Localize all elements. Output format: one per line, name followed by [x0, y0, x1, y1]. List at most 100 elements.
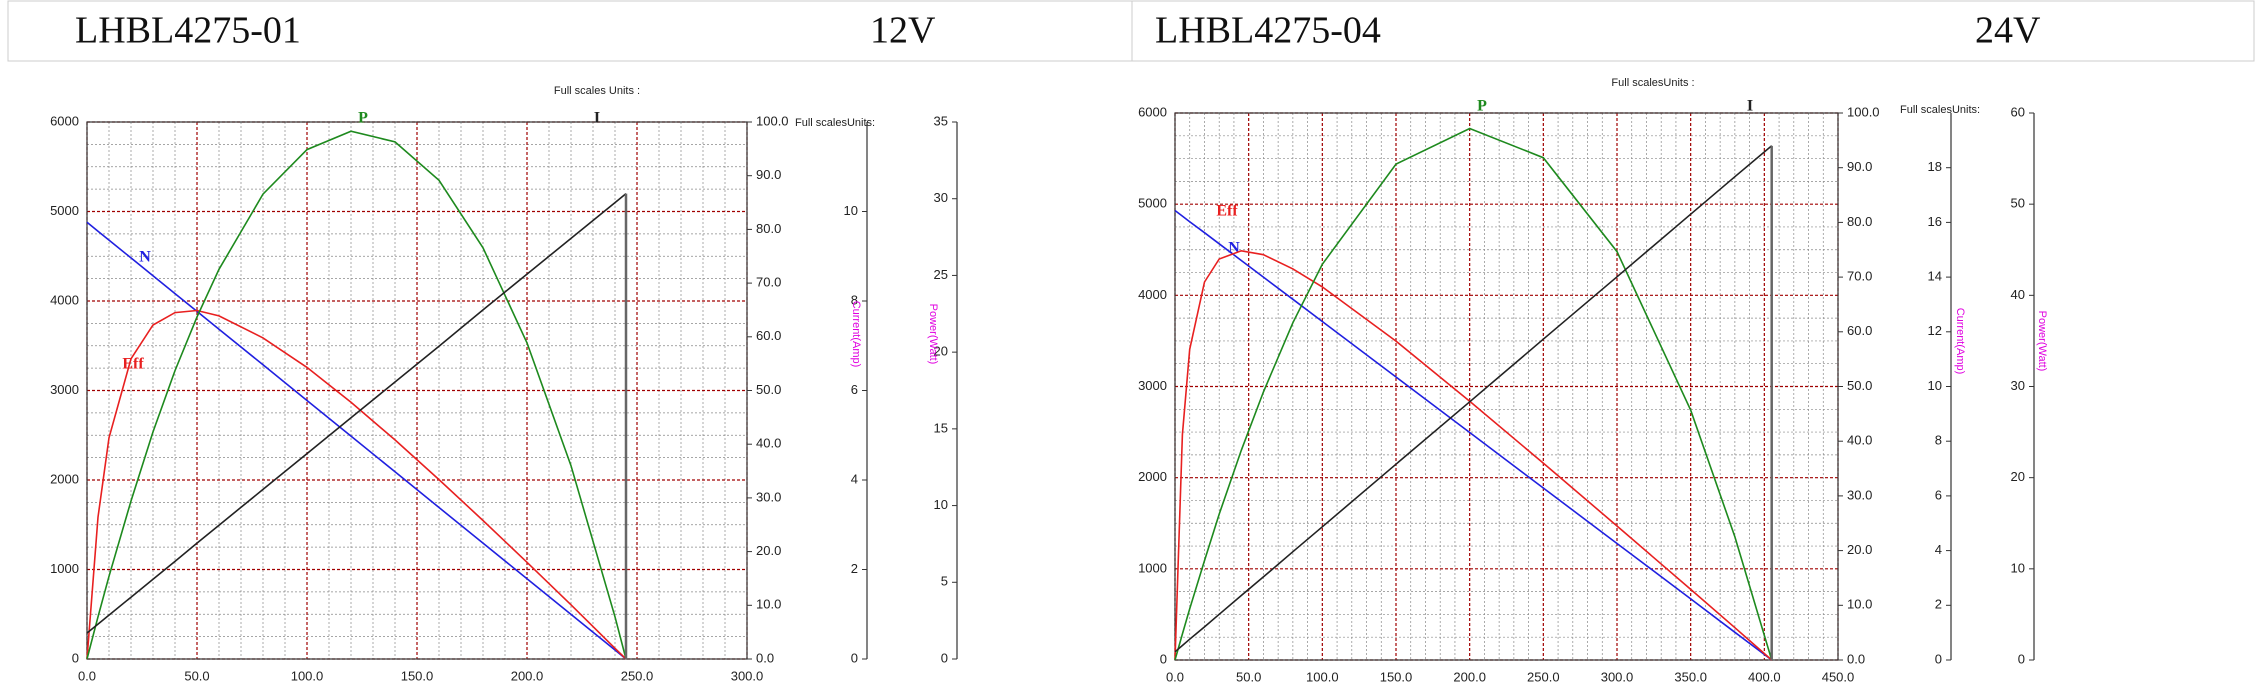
y3-tick-label: 2	[1935, 597, 1942, 612]
y3-tick-label: 8	[1935, 433, 1942, 448]
y4-tick-label: 25	[934, 267, 948, 282]
y4-tick-label: 0	[941, 650, 948, 665]
series-line	[1174, 209, 1773, 661]
x-tick-label: 250.0	[621, 668, 654, 683]
y4-tick-label: 20	[2011, 469, 2025, 484]
y2-tick-label: 40.0	[1847, 433, 1872, 448]
y3-tick-label: 2	[851, 561, 858, 576]
y-tick-label: 1000	[1138, 560, 1167, 575]
x-tick-label: 0.0	[78, 668, 96, 683]
y-tick-label: 2000	[50, 471, 79, 486]
y3-tick-label: 10	[1928, 378, 1942, 393]
y3-axis-title: Current(Amp)	[1954, 308, 1966, 375]
y4-tick-label: 10	[934, 497, 948, 512]
y4-tick-label: 30	[2011, 378, 2025, 393]
y2-tick-label: 100.0	[756, 113, 789, 128]
y2-tick-label: 0.0	[1847, 651, 1865, 666]
y3-tick-label: 6	[851, 382, 858, 397]
y4-tick-label: 10	[2011, 560, 2025, 575]
annotation: Full scalesUnits:	[795, 117, 875, 129]
x-tick-label: 150.0	[1380, 669, 1413, 684]
x-tick-label: 150.0	[401, 668, 434, 683]
y2-tick-label: 70.0	[756, 275, 781, 290]
y4-tick-label: 40	[2011, 287, 2025, 302]
x-tick-label: 50.0	[1236, 669, 1261, 684]
y2-tick-label: 70.0	[1847, 269, 1872, 284]
annotation: Full scalesUnits:	[1900, 104, 1980, 116]
y-tick-label: 0	[72, 650, 79, 665]
y-tick-label: 6000	[1138, 104, 1167, 119]
y-tick-label: 0	[1160, 651, 1167, 666]
y2-tick-label: 60.0	[1847, 323, 1872, 338]
y-tick-label: 2000	[1138, 469, 1167, 484]
y4-tick-label: 5	[941, 574, 948, 589]
x-tick-label: 100.0	[1306, 669, 1339, 684]
chart-subtitle: 12V	[870, 10, 936, 52]
y2-tick-label: 40.0	[756, 436, 781, 451]
series-line	[1174, 145, 1773, 653]
series-label: I	[1747, 98, 1753, 115]
series-label: P	[358, 110, 368, 127]
x-tick-label: 300.0	[1601, 669, 1634, 684]
y2-tick-label: 50.0	[756, 382, 781, 397]
series-label: P	[1477, 98, 1487, 115]
series-line	[86, 130, 627, 660]
y2-tick-label: 80.0	[756, 221, 781, 236]
y2-tick-label: 30.0	[756, 489, 781, 504]
y4-axis-title: Power(Watt)	[2036, 311, 2048, 372]
x-tick-label: 100.0	[291, 668, 324, 683]
y2-tick-label: 20.0	[756, 543, 781, 558]
y3-tick-label: 0	[1935, 651, 1942, 666]
y3-tick-label: 4	[851, 471, 858, 486]
y4-tick-label: 30	[934, 190, 948, 205]
y-tick-label: 5000	[50, 203, 79, 218]
y2-tick-label: 10.0	[1847, 597, 1872, 612]
x-tick-label: 400.0	[1748, 669, 1781, 684]
series-label: N	[139, 249, 151, 266]
series-label: Eff	[1216, 203, 1238, 220]
header-box	[1131, 0, 2255, 62]
y2-tick-label: 90.0	[1847, 159, 1872, 174]
series-line	[86, 192, 627, 634]
y4-tick-label: 15	[934, 420, 948, 435]
y2-tick-label: 50.0	[1847, 378, 1872, 393]
y3-tick-label: 0	[851, 650, 858, 665]
y4-tick-label: 35	[934, 113, 948, 128]
y2-tick-label: 100.0	[1847, 104, 1880, 119]
x-tick-label: 350.0	[1674, 669, 1707, 684]
y-tick-label: 3000	[50, 382, 79, 397]
annotation: Full scalesUnits :	[1611, 77, 1694, 89]
x-tick-label: 200.0	[511, 668, 544, 683]
y2-tick-label: 60.0	[756, 328, 781, 343]
series-line	[1174, 127, 1773, 661]
series-label: I	[594, 110, 600, 127]
series-line	[1174, 249, 1773, 661]
x-tick-label: 300.0	[731, 668, 764, 683]
y3-tick-label: 8	[851, 292, 858, 307]
y-tick-label: 6000	[50, 113, 79, 128]
y2-tick-label: 0.0	[756, 650, 774, 665]
x-tick-label: 0.0	[1166, 669, 1184, 684]
y-tick-label: 3000	[1138, 378, 1167, 393]
chart-subtitle: 24V	[1975, 10, 2041, 52]
y2-tick-label: 80.0	[1847, 214, 1872, 229]
y4-tick-label: 0	[2018, 651, 2025, 666]
y3-tick-label: 18	[1928, 159, 1942, 174]
y2-tick-label: 10.0	[756, 597, 781, 612]
y3-tick-label: 16	[1928, 214, 1942, 229]
annotation: Full scales Units :	[554, 85, 640, 97]
y4-tick-label: 60	[2011, 104, 2025, 119]
y3-tick-label: 14	[1928, 269, 1942, 284]
series-line	[86, 309, 627, 660]
y4-tick-label: 20	[934, 344, 948, 359]
y3-tick-label: 6	[1935, 487, 1942, 502]
y-tick-label: 1000	[50, 561, 79, 576]
x-tick-label: 200.0	[1453, 669, 1486, 684]
y3-tick-label: 12	[1928, 323, 1942, 338]
x-tick-label: 50.0	[184, 668, 209, 683]
y-tick-label: 5000	[1138, 196, 1167, 211]
y2-tick-label: 30.0	[1847, 487, 1872, 502]
x-tick-label: 450.0	[1822, 669, 1855, 684]
series-line	[86, 221, 627, 660]
